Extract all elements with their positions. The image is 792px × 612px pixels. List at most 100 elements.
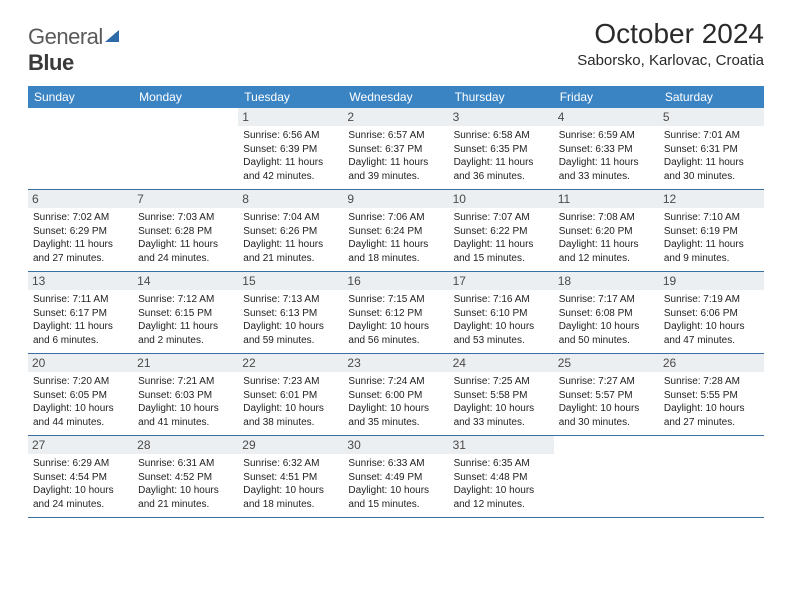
sunset: Sunset: 6:06 PM: [664, 307, 759, 321]
day-cell: 18Sunrise: 7:17 AMSunset: 6:08 PMDayligh…: [554, 272, 659, 353]
day-info: Sunrise: 7:10 AMSunset: 6:19 PMDaylight:…: [664, 211, 759, 265]
sunrise: Sunrise: 6:29 AM: [33, 457, 128, 471]
header: GeneralBlue October 2024 Saborsko, Karlo…: [28, 18, 764, 76]
day-number: 12: [659, 190, 764, 208]
day-number: 9: [343, 190, 448, 208]
day-cell: 1 Sunrise: 6:56 AMSunset: 6:39 PMDaylight…: [238, 108, 343, 189]
daylight: Daylight: 10 hours and 35 minutes.: [348, 402, 443, 429]
day-number: 1: [238, 108, 343, 126]
day-info: Sunrise: 7:08 AMSunset: 6:20 PMDaylight:…: [559, 211, 654, 265]
sunset: Sunset: 6:39 PM: [243, 143, 338, 157]
day-info: Sunrise: 7:21 AMSunset: 6:03 PMDaylight:…: [138, 375, 233, 429]
day-cell: 27Sunrise: 6:29 AMSunset: 4:54 PMDayligh…: [28, 436, 133, 517]
day-info: Sunrise: 7:03 AMSunset: 6:28 PMDaylight:…: [138, 211, 233, 265]
daylight: Daylight: 11 hours and 30 minutes.: [664, 156, 759, 183]
sunrise: Sunrise: 7:03 AM: [138, 211, 233, 225]
sunrise: Sunrise: 7:12 AM: [138, 293, 233, 307]
day-cell: [659, 436, 764, 517]
daylight: Daylight: 11 hours and 12 minutes.: [559, 238, 654, 265]
day-number: 21: [133, 354, 238, 372]
sunset: Sunset: 6:29 PM: [33, 225, 128, 239]
daylight: Daylight: 10 hours and 50 minutes.: [559, 320, 654, 347]
sunset: Sunset: 6:28 PM: [138, 225, 233, 239]
daylight: Daylight: 11 hours and 6 minutes.: [33, 320, 128, 347]
day-number: 10: [449, 190, 554, 208]
day-header: Wednesday: [343, 86, 448, 108]
sunset: Sunset: 6:12 PM: [348, 307, 443, 321]
day-number: 28: [133, 436, 238, 454]
daylight: Daylight: 10 hours and 44 minutes.: [33, 402, 128, 429]
day-number: 11: [554, 190, 659, 208]
day-cell: 9 Sunrise: 7:06 AMSunset: 6:24 PMDaylight…: [343, 190, 448, 271]
week-row: 20Sunrise: 7:20 AMSunset: 6:05 PMDayligh…: [28, 354, 764, 436]
daylight: Daylight: 10 hours and 21 minutes.: [138, 484, 233, 511]
day-info: Sunrise: 7:27 AMSunset: 5:57 PMDaylight:…: [559, 375, 654, 429]
sunrise: Sunrise: 6:59 AM: [559, 129, 654, 143]
sail-icon: [103, 24, 121, 50]
sunrise: Sunrise: 7:23 AM: [243, 375, 338, 389]
day-cell: 7Sunrise: 7:03 AMSunset: 6:28 PMDaylight…: [133, 190, 238, 271]
sunrise: Sunrise: 6:32 AM: [243, 457, 338, 471]
title-block: October 2024 Saborsko, Karlovac, Croatia: [577, 18, 764, 69]
sunset: Sunset: 6:13 PM: [243, 307, 338, 321]
day-number: 5: [659, 108, 764, 126]
day-info: Sunrise: 6:57 AMSunset: 6:37 PMDaylight:…: [348, 129, 443, 183]
sunrise: Sunrise: 7:11 AM: [33, 293, 128, 307]
sunset: Sunset: 6:01 PM: [243, 389, 338, 403]
sunrise: Sunrise: 7:04 AM: [243, 211, 338, 225]
day-number: 26: [659, 354, 764, 372]
daylight: Daylight: 10 hours and 53 minutes.: [454, 320, 549, 347]
sunset: Sunset: 4:49 PM: [348, 471, 443, 485]
sunrise: Sunrise: 7:17 AM: [559, 293, 654, 307]
sunset: Sunset: 4:54 PM: [33, 471, 128, 485]
day-info: Sunrise: 6:59 AMSunset: 6:33 PMDaylight:…: [559, 129, 654, 183]
day-cell: [28, 108, 133, 189]
brand-name: GeneralBlue: [28, 24, 121, 76]
day-info: Sunrise: 6:56 AMSunset: 6:39 PMDaylight:…: [243, 129, 338, 183]
day-number: 4: [554, 108, 659, 126]
day-header: Tuesday: [238, 86, 343, 108]
day-cell: 13Sunrise: 7:11 AMSunset: 6:17 PMDayligh…: [28, 272, 133, 353]
day-info: Sunrise: 7:24 AMSunset: 6:00 PMDaylight:…: [348, 375, 443, 429]
sunset: Sunset: 6:15 PM: [138, 307, 233, 321]
day-info: Sunrise: 7:28 AMSunset: 5:55 PMDaylight:…: [664, 375, 759, 429]
day-number: 20: [28, 354, 133, 372]
daylight: Daylight: 11 hours and 9 minutes.: [664, 238, 759, 265]
day-info: Sunrise: 7:02 AMSunset: 6:29 PMDaylight:…: [33, 211, 128, 265]
day-number: 25: [554, 354, 659, 372]
sunrise: Sunrise: 7:20 AM: [33, 375, 128, 389]
sunrise: Sunrise: 7:21 AM: [138, 375, 233, 389]
day-cell: 2Sunrise: 6:57 AMSunset: 6:37 PMDaylight…: [343, 108, 448, 189]
sunset: Sunset: 6:35 PM: [454, 143, 549, 157]
day-cell: 26 Sunrise: 7:28 AMSunset: 5:55 PMDayligh…: [659, 354, 764, 435]
sunrise: Sunrise: 6:35 AM: [454, 457, 549, 471]
daylight: Daylight: 10 hours and 12 minutes.: [454, 484, 549, 511]
sunrise: Sunrise: 7:07 AM: [454, 211, 549, 225]
sunrise: Sunrise: 7:08 AM: [559, 211, 654, 225]
daylight: Daylight: 11 hours and 2 minutes.: [138, 320, 233, 347]
sunset: Sunset: 6:26 PM: [243, 225, 338, 239]
daylight: Daylight: 11 hours and 21 minutes.: [243, 238, 338, 265]
day-cell: [133, 108, 238, 189]
day-number: 16: [343, 272, 448, 290]
sunset: Sunset: 6:37 PM: [348, 143, 443, 157]
day-cell: 25 Sunrise: 7:27 AMSunset: 5:57 PMDayligh…: [554, 354, 659, 435]
day-cell: 17Sunrise: 7:16 AMSunset: 6:10 PMDayligh…: [449, 272, 554, 353]
day-cell: 14Sunrise: 7:12 AMSunset: 6:15 PMDayligh…: [133, 272, 238, 353]
day-header: Friday: [554, 86, 659, 108]
sunset: Sunset: 6:24 PM: [348, 225, 443, 239]
day-info: Sunrise: 6:32 AMSunset: 4:51 PMDaylight:…: [243, 457, 338, 511]
daylight: Daylight: 11 hours and 42 minutes.: [243, 156, 338, 183]
sunset: Sunset: 6:00 PM: [348, 389, 443, 403]
day-number: 17: [449, 272, 554, 290]
day-info: Sunrise: 7:13 AMSunset: 6:13 PMDaylight:…: [243, 293, 338, 347]
day-number: 29: [238, 436, 343, 454]
day-info: Sunrise: 7:06 AMSunset: 6:24 PMDaylight:…: [348, 211, 443, 265]
week-row: 6Sunrise: 7:02 AMSunset: 6:29 PMDaylight…: [28, 190, 764, 272]
sunset: Sunset: 6:31 PM: [664, 143, 759, 157]
day-cell: 5Sunrise: 7:01 AMSunset: 6:31 PMDaylight…: [659, 108, 764, 189]
sunrise: Sunrise: 7:13 AM: [243, 293, 338, 307]
daylight: Daylight: 11 hours and 18 minutes.: [348, 238, 443, 265]
day-info: Sunrise: 6:33 AMSunset: 4:49 PMDaylight:…: [348, 457, 443, 511]
day-number: 23: [343, 354, 448, 372]
